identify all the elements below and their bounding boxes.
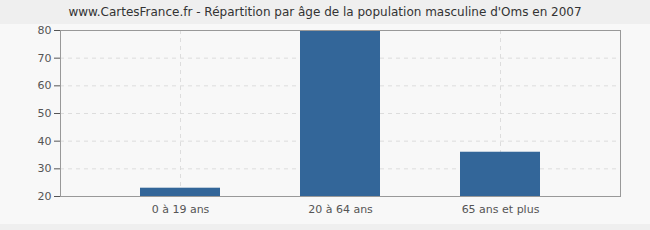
svg-text:30: 30 [38, 162, 52, 175]
svg-text:60: 60 [38, 79, 52, 92]
svg-text:20 à 64 ans: 20 à 64 ans [308, 203, 373, 216]
svg-text:50: 50 [38, 107, 52, 120]
svg-text:65 ans et plus: 65 ans et plus [462, 203, 540, 216]
svg-text:40: 40 [38, 135, 52, 148]
svg-text:80: 80 [38, 24, 52, 37]
svg-text:0 à 19 ans: 0 à 19 ans [152, 203, 210, 216]
html-text:www.CartesFrance.fr - Répartit: www.CartesFrance.fr - Répartition par âg… [68, 5, 582, 19]
svg-text:70: 70 [38, 52, 52, 65]
svg-text:20: 20 [38, 190, 52, 203]
